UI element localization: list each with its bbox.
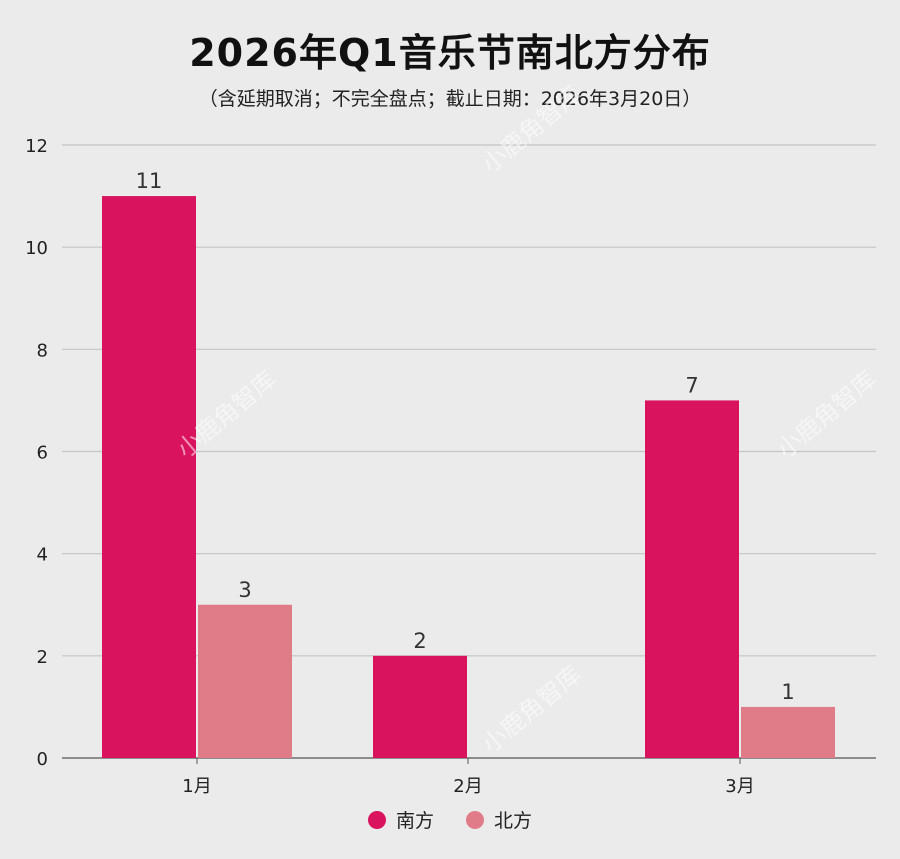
- legend-marker-north: [466, 810, 484, 829]
- chart-subtitle: （含延期取消；不完全盘点；截止日期：2026年3月20日）: [198, 88, 702, 110]
- x-tick-label: 3月: [725, 776, 754, 797]
- data-label: 2: [413, 629, 426, 653]
- legend-item-south[interactable]: 南方: [367, 806, 434, 833]
- y-tick-label: 8: [37, 340, 48, 361]
- x-tick-label: 1月: [182, 776, 211, 797]
- legend: 南方 北方: [0, 806, 900, 833]
- bar[interactable]: [102, 196, 196, 759]
- bar[interactable]: [198, 604, 292, 758]
- chart-title: 2026年Q1音乐节南北方分布: [189, 31, 711, 75]
- x-tick-label: 2月: [453, 776, 482, 797]
- y-tick-label: 12: [25, 136, 48, 157]
- legend-label-south: 南方: [395, 810, 434, 832]
- y-tick-label: 6: [37, 443, 48, 464]
- y-tick-label: 4: [37, 545, 48, 566]
- bar[interactable]: [741, 706, 835, 758]
- bars: [102, 196, 835, 759]
- data-labels: 11 2 7 3 1: [136, 169, 795, 704]
- legend-marker-south: [367, 810, 386, 829]
- y-tick-label: 0: [37, 749, 48, 770]
- bar[interactable]: [645, 400, 739, 758]
- legend-label-north: 北方: [494, 810, 533, 832]
- data-label: 7: [685, 373, 698, 397]
- x-axis: 1月 2月 3月: [182, 758, 755, 797]
- y-axis: 0 2 4 6 8 10 12: [25, 136, 48, 770]
- data-label: 3: [238, 578, 251, 602]
- legend-item-north[interactable]: 北方: [466, 806, 532, 833]
- data-label: 1: [781, 680, 794, 704]
- bar[interactable]: [373, 655, 467, 758]
- y-tick-label: 2: [37, 647, 48, 668]
- y-tick-label: 10: [25, 238, 48, 259]
- data-label: 11: [136, 169, 163, 193]
